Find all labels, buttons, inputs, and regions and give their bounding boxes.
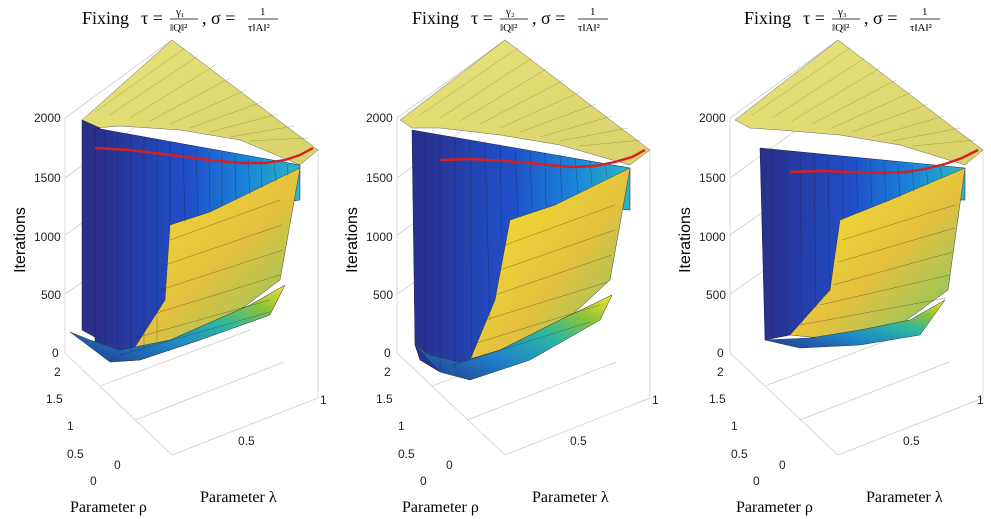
y-axis-title: Parameter ρ [70, 499, 147, 516]
rho-tick-1.5: 1.5 [709, 392, 726, 406]
rho-tick-1.5: 1.5 [46, 392, 63, 406]
rho-tick-2: 2 [384, 365, 391, 379]
z-tick-1500: 1500 [34, 171, 61, 185]
x-axis-title: Parameter λ [532, 489, 609, 506]
title-tau-num: γ₃ [837, 6, 847, 18]
panel-1: Fixing τ = γ₁ ‖Q‖² , σ = 1 τ‖A‖² [12, 6, 327, 516]
z-axis-title: Iterations [677, 207, 694, 273]
highlight-curve [94, 146, 314, 165]
z-tick-0: 0 [384, 346, 391, 360]
z-tick-500: 500 [373, 288, 393, 302]
title-tau-den: ‖Q‖² [500, 22, 518, 34]
z-tick-1500: 1500 [366, 171, 393, 185]
title-sigma-den: τ‖A‖² [578, 22, 601, 34]
panel-title-tau: τ = [803, 8, 825, 28]
panel-title-prefix: Fixing [744, 8, 791, 28]
title-sigma-num: 1 [922, 6, 928, 18]
bowl-region [414, 294, 613, 381]
surface-plot [69, 39, 319, 363]
lambda-tick-0.5: 0.5 [238, 434, 255, 448]
title-sigma-den: τ‖A‖² [910, 22, 933, 34]
z-tick-0: 0 [52, 346, 59, 360]
panel-title-sigma: , σ = [202, 8, 235, 28]
plateau-region [81, 39, 319, 166]
z-tick-0: 0 [717, 346, 724, 360]
z-tick-500: 500 [41, 288, 61, 302]
highlight-curve [789, 148, 979, 175]
highlight-curve [439, 148, 646, 169]
panel-title-tau: τ = [471, 8, 493, 28]
lambda-tick-1: 1 [652, 393, 659, 407]
rho-tick-1: 1 [67, 419, 74, 433]
title-tau-den: ‖Q‖² [170, 22, 188, 34]
rho-tick-1: 1 [731, 419, 738, 433]
z-tick-1000: 1000 [366, 230, 393, 244]
title-tau-num: γ₂ [505, 6, 515, 18]
z-axis-title: Iterations [344, 207, 361, 273]
z-tick-1000: 1000 [34, 230, 61, 244]
rho-tick-0: 0 [90, 474, 97, 488]
title-sigma-num: 1 [590, 6, 596, 18]
surface-plot [734, 39, 984, 349]
rho-tick-0: 0 [420, 474, 427, 488]
y-axis-title: Parameter ρ [736, 499, 813, 516]
surface-plot [399, 39, 651, 381]
panel-title-sigma: , σ = [864, 8, 897, 28]
surface-mesh [771, 150, 956, 340]
z-axis-title: Iterations [12, 207, 29, 273]
plateau-mesh [751, 47, 976, 147]
rho-tick-0.5: 0.5 [398, 447, 415, 461]
plateau-mesh [94, 47, 309, 142]
z-tick-2000: 2000 [699, 111, 726, 125]
lambda-tick-0.5: 0.5 [903, 434, 920, 448]
panel-3: Fixing τ = γ₃ ‖Q‖² , σ = 1 τ‖A‖² [677, 6, 984, 516]
y-axis-title: Parameter ρ [402, 499, 479, 516]
title-sigma-den: τ‖A‖² [248, 22, 271, 34]
panel-title-sigma: , σ = [532, 8, 565, 28]
x-axis-title: Parameter λ [200, 489, 277, 506]
z-tick-1000: 1000 [699, 230, 726, 244]
rho-tick-1: 1 [398, 419, 405, 433]
lambda-tick-0: 0 [114, 458, 121, 472]
title-sigma-num: 1 [260, 6, 266, 18]
panel-title-prefix: Fixing [412, 8, 459, 28]
rho-tick-0.5: 0.5 [67, 447, 84, 461]
rho-tick-1.5: 1.5 [376, 392, 393, 406]
rho-tick-0: 0 [753, 474, 760, 488]
z-tick-500: 500 [706, 288, 726, 302]
plateau-mesh [419, 47, 643, 147]
x-axis-title: Parameter λ [866, 489, 943, 506]
surface-mesh [424, 132, 616, 370]
title-tau-den: ‖Q‖² [832, 22, 850, 34]
z-tick-2000: 2000 [366, 111, 393, 125]
panel-title-prefix: Fixing [82, 8, 129, 28]
panel-title-tau: τ = [141, 8, 163, 28]
rho-tick-2: 2 [54, 365, 61, 379]
plateau-region [734, 39, 984, 166]
rho-tick-0.5: 0.5 [731, 447, 748, 461]
z-tick-2000: 2000 [34, 111, 61, 125]
lambda-tick-0.5: 0.5 [570, 434, 587, 448]
plateau-region [399, 39, 651, 166]
z-tick-1500: 1500 [699, 171, 726, 185]
surface-mesh [104, 130, 289, 356]
panel-2: Fixing τ = γ₂ ‖Q‖² , σ = 1 τ‖A‖² [344, 6, 659, 516]
bowl-region [764, 299, 946, 349]
lambda-tick-0: 0 [779, 458, 786, 472]
lambda-tick-1: 1 [977, 393, 984, 407]
lambda-tick-0: 0 [446, 458, 453, 472]
lambda-tick-1: 1 [320, 393, 327, 407]
rho-tick-2: 2 [717, 365, 724, 379]
title-tau-num: γ₁ [175, 6, 185, 18]
bowl-region [69, 284, 286, 363]
